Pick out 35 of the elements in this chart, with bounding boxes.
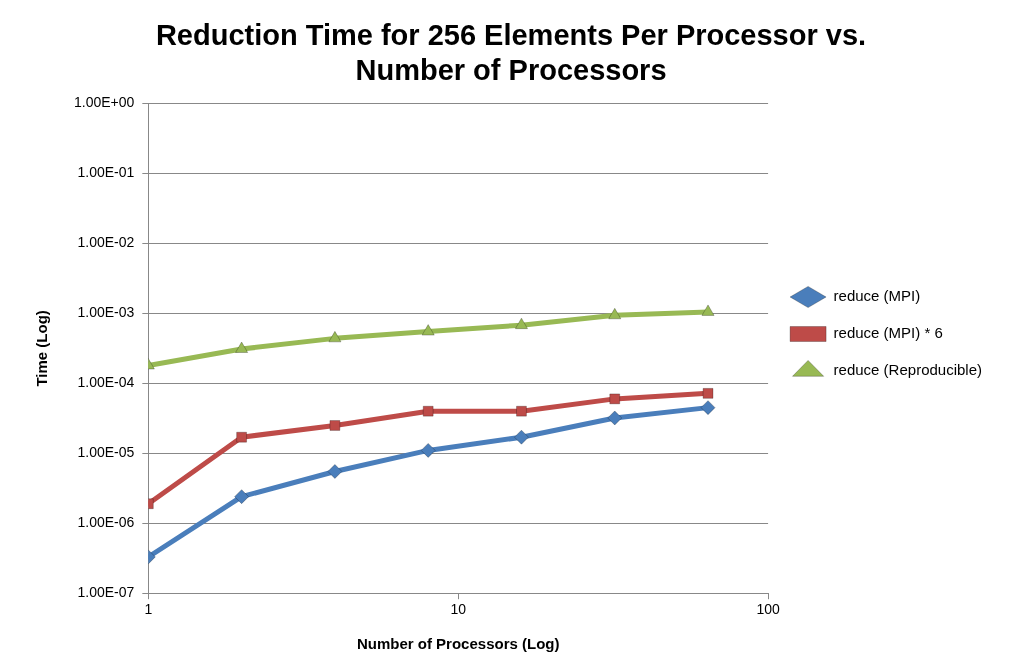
point	[702, 387, 714, 399]
x-tick-label: 100	[756, 601, 780, 618]
point	[607, 410, 623, 426]
y-axis-title: Time (Log)	[33, 310, 51, 387]
point	[327, 463, 343, 479]
y-tick-label: 1.00E-07	[77, 584, 135, 601]
point	[700, 400, 716, 416]
y-tick-label: 1.00E+00	[73, 94, 135, 111]
x-tick-label: 1	[144, 601, 153, 618]
point	[420, 442, 436, 458]
point	[328, 330, 342, 343]
point	[236, 431, 248, 443]
point	[235, 341, 249, 353]
point	[234, 489, 250, 505]
y-tick-label: 1.00E-04	[77, 374, 135, 391]
y-tick-label: 1.00E-06	[77, 514, 135, 531]
point	[609, 393, 621, 405]
point	[422, 405, 434, 417]
legend-label: reduce (MPI) * 6	[833, 324, 943, 342]
x-axis-title: Number of Processors (Log)	[356, 635, 560, 653]
point	[421, 324, 435, 336]
point	[514, 317, 529, 330]
y-tick-label: 1.00E-05	[77, 444, 135, 461]
point	[701, 304, 715, 316]
point	[516, 405, 527, 417]
x-tick-label: 10	[450, 601, 467, 618]
point	[329, 420, 341, 431]
legend-label: reduce (MPI)	[833, 287, 921, 305]
legend-label: reduce (Reproducible)	[833, 361, 983, 379]
chart-title: Reduction Time for 256 Elements Per Processor vs. Number of Processors	[155, 19, 867, 87]
point	[513, 429, 529, 445]
y-tick-label: 1.00E-03	[77, 304, 135, 321]
y-tick-label: 1.00E-01	[77, 164, 135, 181]
y-tick-label: 1.00E-02	[77, 234, 135, 251]
point	[608, 307, 622, 320]
